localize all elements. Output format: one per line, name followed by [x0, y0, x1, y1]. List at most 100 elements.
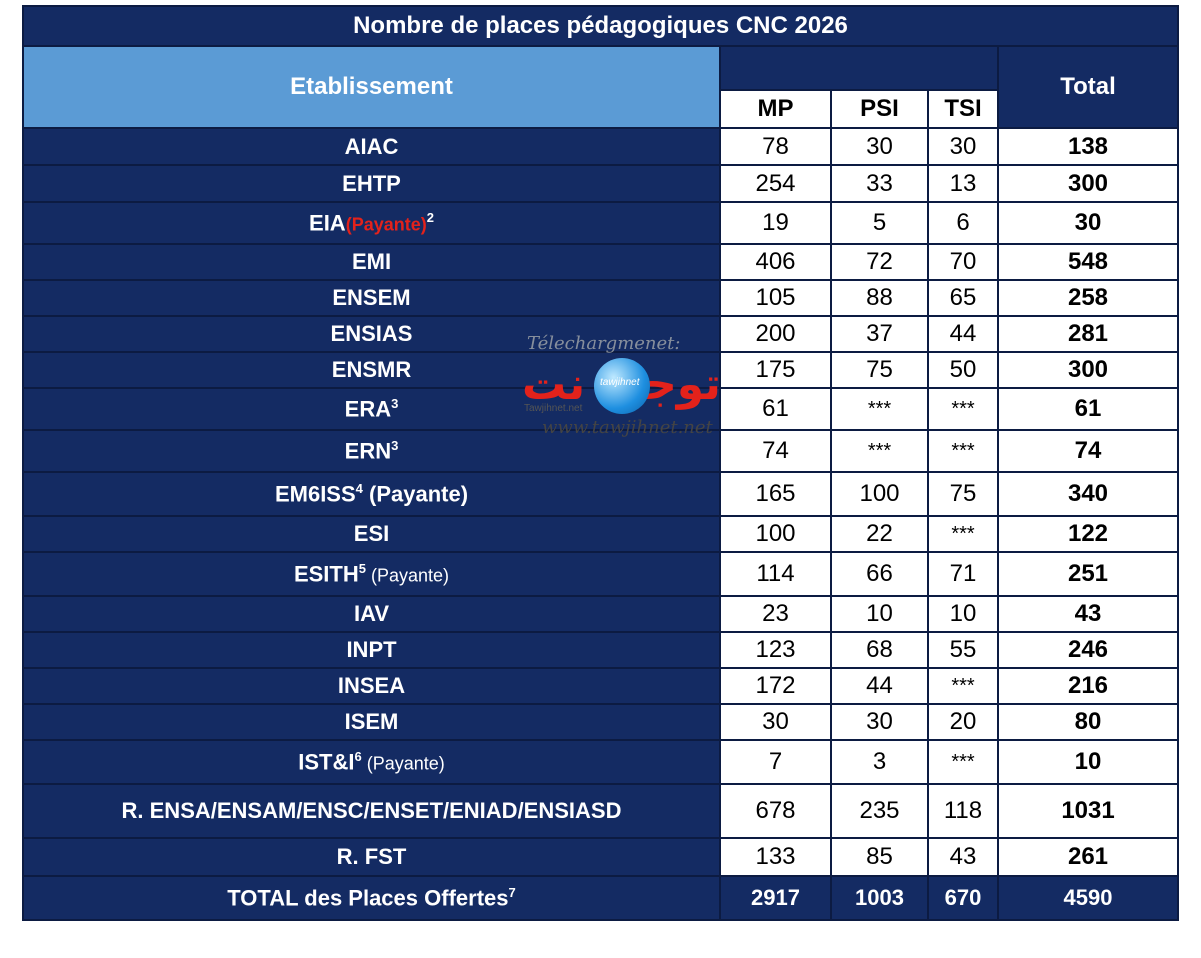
- cell-total: 1031: [996, 783, 1180, 839]
- payante-note: (Payante): [362, 481, 469, 507]
- establishment-name-cell: ESI: [22, 515, 721, 553]
- cell-tsi: 71: [927, 551, 999, 597]
- cell-total: 10: [996, 739, 1180, 785]
- cell-tsi: ***: [927, 667, 999, 705]
- establishment-name: ENSMR: [331, 357, 412, 382]
- footnote-marker: 7: [508, 884, 516, 900]
- footnote-marker: 4: [355, 480, 363, 496]
- establishment-name: R. FST: [336, 844, 407, 869]
- cell-psi: ***: [830, 429, 929, 473]
- cell-total: 251: [996, 551, 1180, 597]
- table-row: ERN3 74 *** *** 74: [22, 429, 1180, 473]
- table-row: EM6ISS4 (Payante) 165 100 75 340: [22, 471, 1180, 517]
- header-total: Total: [996, 45, 1180, 129]
- cell-total: 300: [996, 351, 1180, 389]
- table-row: ENSMR 175 75 50 300: [22, 351, 1180, 389]
- establishment-name-cell: IAV: [22, 595, 721, 633]
- cell-tsi: 20: [927, 703, 999, 741]
- table-row: ERA3 61 *** *** 61: [22, 387, 1180, 431]
- cell-tsi: 13: [927, 164, 999, 203]
- cell-mp: 254: [719, 164, 832, 203]
- header-mp: MP: [719, 89, 832, 129]
- cell-psi: 33: [830, 164, 929, 203]
- cell-psi: 100: [830, 471, 929, 517]
- cell-total: 216: [996, 667, 1180, 705]
- establishment-name: IAV: [353, 601, 390, 626]
- table-row: ENSEM 105 88 65 258: [22, 279, 1180, 317]
- header-psi: PSI: [830, 89, 929, 129]
- cell-psi: 22: [830, 515, 929, 553]
- cell-mp: 172: [719, 667, 832, 705]
- establishment-name: TOTAL des Places Offertes: [227, 885, 509, 911]
- cell-psi: ***: [830, 387, 929, 431]
- cell-psi: 66: [830, 551, 929, 597]
- table-row: EIA(Payante)2 19 5 6 30: [22, 201, 1180, 245]
- table-row: ESITH5 (Payante) 114 66 71 251: [22, 551, 1180, 597]
- establishment-name-cell: R. ENSA/ENSAM/ENSC/ENSET/ENIAD/ENSIASD: [22, 783, 721, 839]
- establishment-name-cell: R. FST: [22, 837, 721, 877]
- footnote-marker: 6: [354, 748, 362, 764]
- cell-total: 138: [996, 127, 1180, 166]
- cell-psi: 75: [830, 351, 929, 389]
- table-row: IST&I6 (Payante) 7 3 *** 10: [22, 739, 1180, 785]
- table-row: AIAC 78 30 30 138: [22, 127, 1180, 166]
- footer-psi: 1003: [830, 875, 929, 921]
- cell-psi: 37: [830, 315, 929, 353]
- cell-tsi: ***: [927, 429, 999, 473]
- establishment-name: IST&I: [298, 749, 355, 775]
- table-row: ISEM 30 30 20 80: [22, 703, 1180, 741]
- establishment-name-cell: ENSIAS: [22, 315, 721, 353]
- establishment-name-cell: INSEA: [22, 667, 721, 705]
- cell-mp: 105: [719, 279, 832, 317]
- cell-tsi: 6: [927, 201, 999, 245]
- cell-mp: 114: [719, 551, 832, 597]
- cell-psi: 68: [830, 631, 929, 669]
- establishment-name: ERA: [344, 396, 392, 422]
- cell-total: 340: [996, 471, 1180, 517]
- establishment-name: R. ENSA/ENSAM/ENSC/ENSET/ENIAD/ENSIASD: [121, 798, 622, 823]
- establishment-name-cell: EMI: [22, 243, 721, 281]
- establishment-name: EMI: [351, 249, 392, 274]
- footer-mp: 2917: [719, 875, 832, 921]
- cell-total: 261: [996, 837, 1180, 877]
- table-row: EHTP 254 33 13 300: [22, 164, 1180, 203]
- establishment-name-cell: ERA3: [22, 387, 721, 431]
- cell-tsi: 44: [927, 315, 999, 353]
- places-table: Nombre de places pédagogiques CNC 2026 E…: [21, 5, 1180, 921]
- establishment-name-cell: TOTAL des Places Offertes7: [22, 875, 721, 921]
- header-etablissement: Etablissement: [22, 45, 721, 129]
- cell-total: 300: [996, 164, 1180, 203]
- cell-total: 281: [996, 315, 1180, 353]
- cell-mp: 678: [719, 783, 832, 839]
- cell-psi: 235: [830, 783, 929, 839]
- cell-tsi: 70: [927, 243, 999, 281]
- table-row: EMI 406 72 70 548: [22, 243, 1180, 281]
- header-filiere-group: [719, 45, 999, 91]
- table-row: R. FST 133 85 43 261: [22, 837, 1180, 877]
- cell-total: 74: [996, 429, 1180, 473]
- cell-tsi: ***: [927, 515, 999, 553]
- establishment-name-cell: ERN3: [22, 429, 721, 473]
- establishment-name-cell: AIAC: [22, 127, 721, 166]
- cell-total: 30: [996, 201, 1180, 245]
- table-row: INPT 123 68 55 246: [22, 631, 1180, 669]
- cell-psi: 30: [830, 703, 929, 741]
- cell-tsi: ***: [927, 387, 999, 431]
- footer-total: 4590: [996, 875, 1180, 921]
- establishment-name: AIAC: [344, 133, 399, 159]
- cell-mp: 100: [719, 515, 832, 553]
- cell-psi: 44: [830, 667, 929, 705]
- establishment-name-cell: ESITH5 (Payante): [22, 551, 721, 597]
- cell-psi: 3: [830, 739, 929, 785]
- cell-tsi: 55: [927, 631, 999, 669]
- cell-tsi: 10: [927, 595, 999, 633]
- cell-total: 43: [996, 595, 1180, 633]
- cell-mp: 19: [719, 201, 832, 245]
- table-row: IAV 23 10 10 43: [22, 595, 1180, 633]
- establishment-name: ENSIAS: [330, 321, 413, 346]
- cell-mp: 23: [719, 595, 832, 633]
- payante-note: (Payante): [365, 565, 450, 586]
- cell-mp: 165: [719, 471, 832, 517]
- payante-note: (Payante): [345, 214, 427, 235]
- cell-mp: 78: [719, 127, 832, 166]
